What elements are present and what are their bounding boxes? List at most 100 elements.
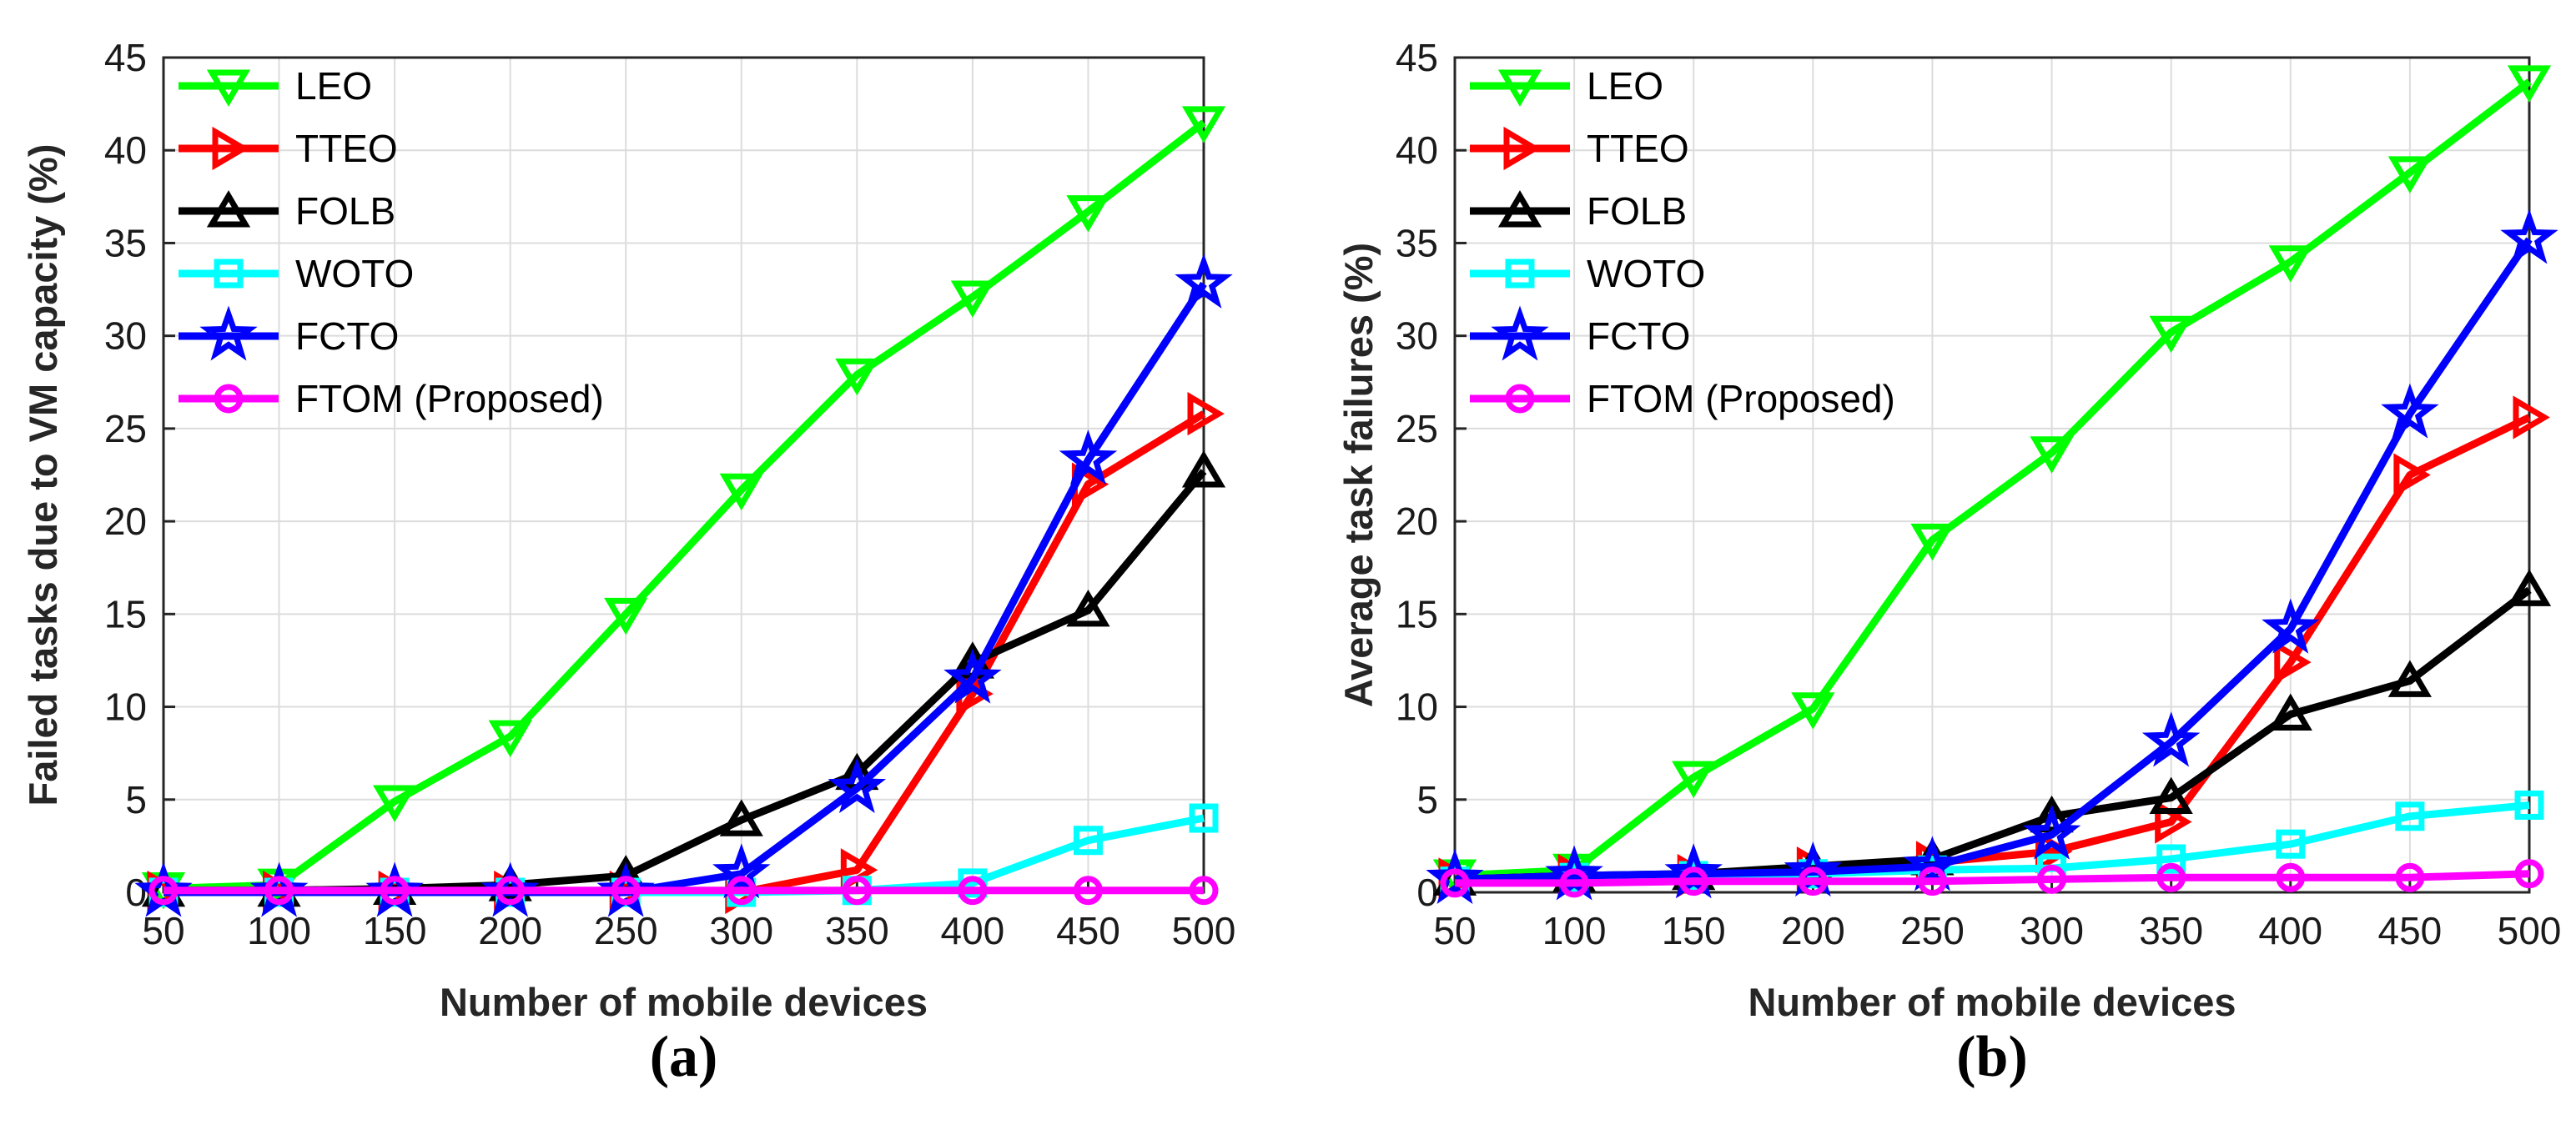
data-point [2276,829,2306,859]
data-point [1798,866,1828,896]
data-point [2507,569,2552,606]
legend-item: FOLB [179,189,395,233]
legend-item: WOTO [179,252,414,295]
chart-panel-b: 50 100 150 200 250 300 350 400 450 500 0 5 10 15 20 25 3… [1336,36,2561,1089]
legend-item: FTOM (Proposed) [1470,377,1895,420]
data-point [604,597,648,635]
data-point [2514,859,2544,889]
legend-item: FTOM (Proposed) [179,377,604,420]
data-point [1903,836,1962,891]
x-tick-label: 250 [1900,909,1965,952]
y-tick-label: 30 [104,314,147,358]
panel-label: (b) [1956,1025,2028,1089]
legend-label: FTOM (Proposed) [1587,377,1895,420]
data-point [2268,693,2312,731]
data-point [2507,65,2552,103]
data-point [2387,660,2433,697]
legend-label: FOLB [295,189,395,233]
y-tick-label: 10 [104,686,147,729]
legend-marker [1503,126,1541,171]
legend-label: FCTO [1587,314,1690,358]
data-point [2030,795,2074,833]
legend-item: TTEO [1470,126,1689,171]
data-point [2395,862,2425,892]
series-line [1455,870,2530,887]
legend-marker [214,259,244,289]
panel-label: (a) [650,1025,718,1089]
y-tick-label: 20 [104,500,147,543]
data-point [1175,253,1233,309]
x-tick-label: 450 [2378,909,2443,952]
data-point [2030,436,2074,474]
data-point [1187,391,1225,436]
legend-label: WOTO [1587,252,1705,295]
legend-marker [212,126,249,171]
data-point [1059,429,1118,485]
data-point [1189,876,1219,906]
data-point [943,648,1002,704]
legend-item: WOTO [1470,252,1705,295]
x-axis-label: Number of mobile devices [1748,980,2236,1024]
x-tick-label: 150 [1662,909,1726,952]
data-point [828,757,887,814]
data-point [2274,640,2312,685]
y-axis-label: Average task failures (%) [1336,243,1381,707]
y-tick-label: 5 [1416,778,1438,821]
data-point [380,876,410,906]
y-tick-label: 5 [125,778,147,821]
data-point [1672,761,1716,798]
legend-marker [206,69,251,107]
x-tick-label: 50 [142,909,184,952]
y-tick-label: 45 [1396,36,1438,79]
data-point [1066,589,1110,627]
data-point [1791,692,1835,730]
x-tick-label: 300 [709,909,773,952]
data-point [2156,862,2186,892]
data-point [1559,868,1589,898]
data-point [2514,790,2544,820]
data-point [2395,801,2425,831]
plot-area [1455,58,2529,892]
legend-label: WOTO [295,252,414,295]
data-point [1073,826,1103,856]
series-ftom-proposed [148,876,1219,906]
data-point [496,876,526,906]
data-point [712,843,771,899]
y-tick-label: 25 [104,407,147,450]
y-tick-label: 45 [104,36,147,79]
x-tick-label: 400 [941,909,1005,952]
data-point [1440,868,1470,898]
y-tick-label: 0 [1416,871,1438,914]
legend-marker [1505,384,1535,414]
x-axis-label: Number of mobile devices [440,980,928,1024]
legend-label: LEO [1587,64,1663,108]
y-tick-label: 0 [125,871,147,914]
series-ftom-proposed [1440,859,2544,898]
data-point [2393,453,2431,497]
data-point [2156,844,2186,874]
data-point [2022,804,2081,860]
y-tick-label: 40 [1396,128,1438,172]
x-tick-label: 400 [2258,909,2322,952]
legend-marker [1497,69,1542,107]
legend-item: LEO [1470,64,1663,108]
data-point [1189,803,1219,833]
data-point [1181,450,1226,488]
data-point [372,785,417,822]
data-point [2149,315,2193,354]
data-point [2268,245,2312,283]
x-tick-label: 100 [1542,909,1607,952]
y-tick-label: 20 [1396,500,1438,543]
data-point [488,720,532,758]
x-tick-label: 350 [825,909,889,952]
legend-item: FOLB [1470,189,1687,233]
data-point [2500,208,2558,264]
legend-label: TTEO [1587,127,1689,170]
series-line [163,119,1206,893]
data-point [719,799,763,836]
data-point [1426,848,1484,905]
legend-marker [1505,259,1535,289]
y-tick-label: 35 [1396,221,1438,264]
chart-panel-a: 50 100 150 200 250 300 350 400 450 500 0 5 10 15 20 25 3… [21,36,1235,1089]
legend-item: FCTO [179,305,399,361]
